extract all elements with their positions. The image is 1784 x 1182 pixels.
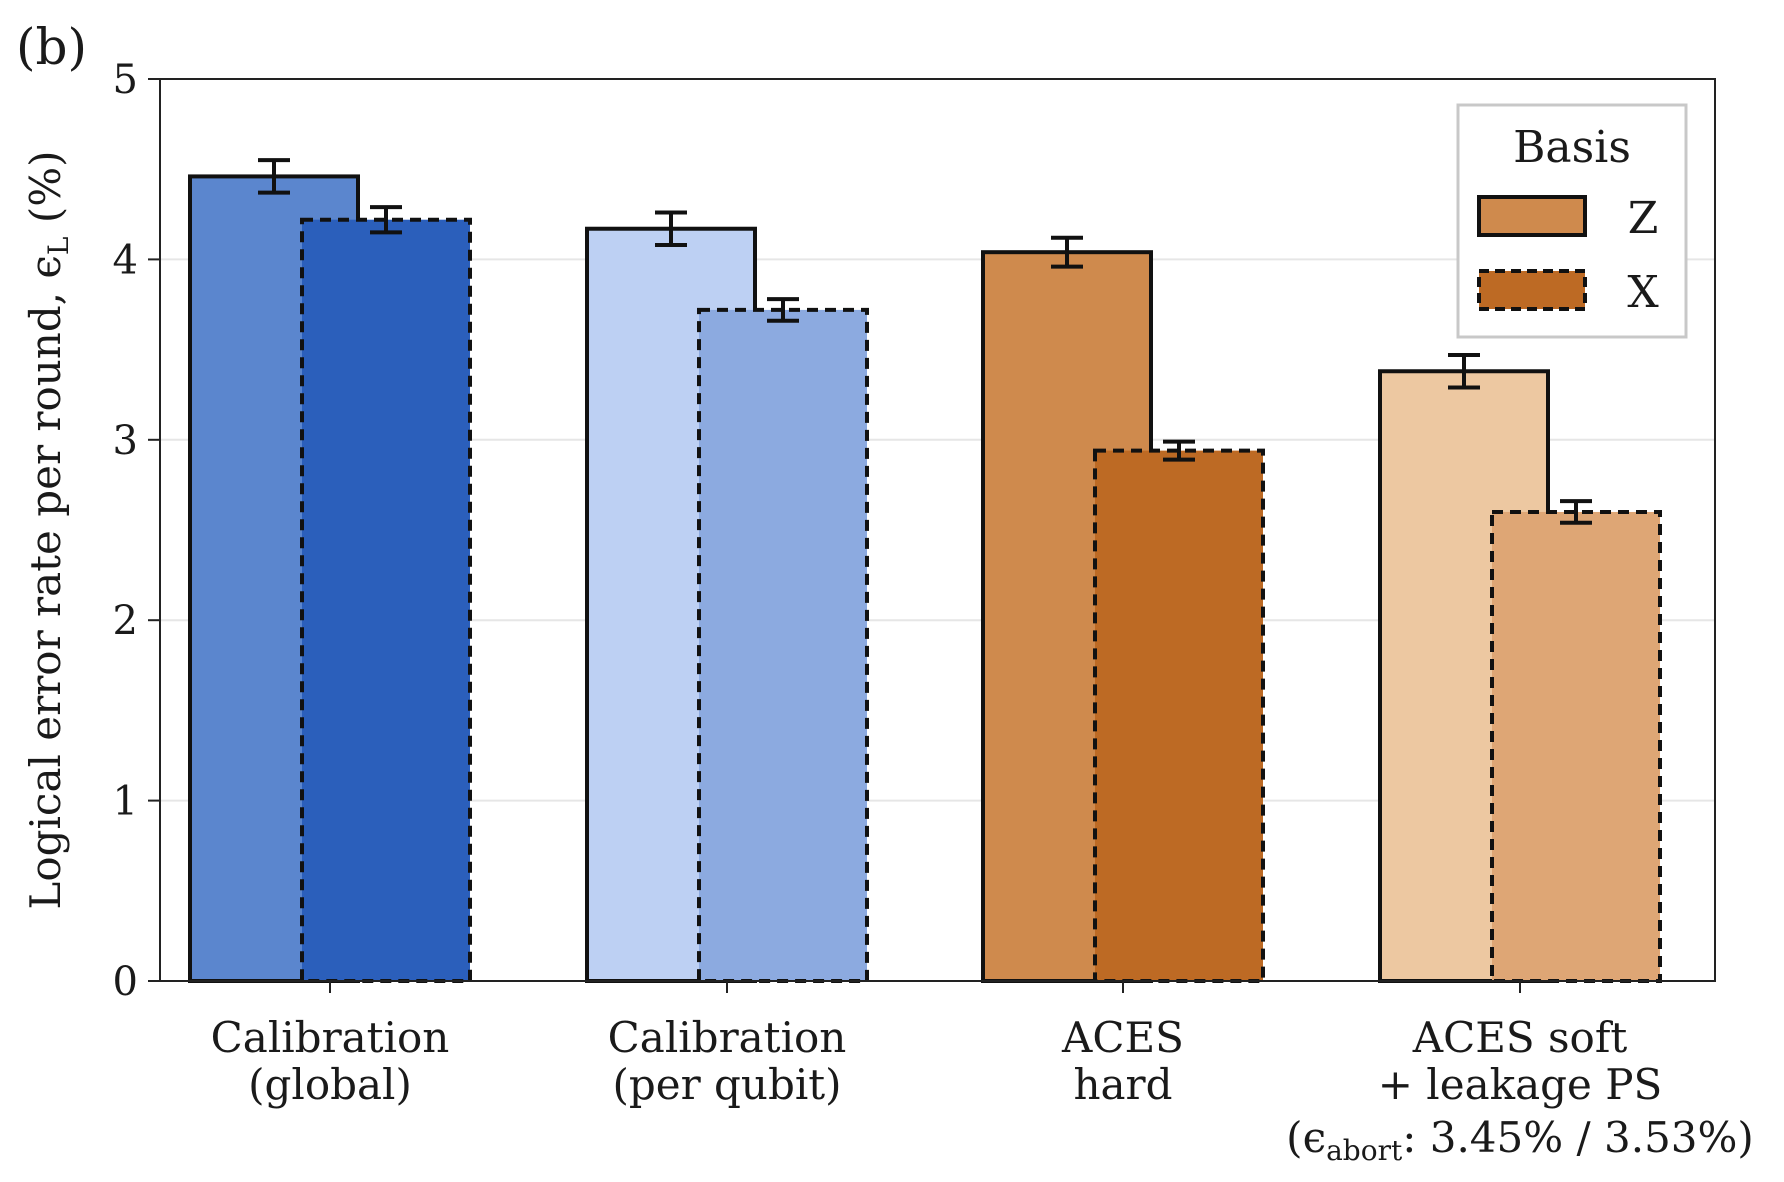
x-tick-label: (global) xyxy=(248,1060,412,1109)
error-bar xyxy=(767,297,799,323)
x-tick-label: ACES xyxy=(1061,1013,1184,1062)
y-axis-title-main: Logical error rate per round, ϵ xyxy=(21,255,70,910)
x-tick-label: + leakage PS xyxy=(1378,1060,1662,1109)
y-axis-title: Logical error rate per round, ϵL (%) xyxy=(21,150,75,909)
x-tick-label: ACES soft xyxy=(1412,1013,1628,1062)
legend: Basis Z X xyxy=(1456,103,1688,339)
y-axis: 0 1 2 3 4 5 xyxy=(113,57,160,1005)
y-tick-label: 3 xyxy=(113,418,138,464)
bar-x xyxy=(697,307,869,983)
y-tick-label: 2 xyxy=(113,598,138,644)
error-bar xyxy=(1163,439,1195,462)
error-bar xyxy=(258,158,290,195)
bar-x xyxy=(1093,448,1265,983)
legend-title: Basis xyxy=(1513,122,1631,173)
legend-label-x: X xyxy=(1627,267,1659,318)
category-note: (ϵabort: 3.45% / 3.53%) xyxy=(1286,1113,1754,1167)
y-axis-title-unit: (%) xyxy=(21,150,70,236)
error-bar xyxy=(1560,499,1592,525)
category-note-open: ( xyxy=(1286,1113,1302,1162)
y-axis-title-sub: L xyxy=(42,236,75,255)
x-tick-label: (per qubit) xyxy=(612,1060,841,1109)
legend-label-z: Z xyxy=(1628,193,1659,244)
error-bar xyxy=(1448,353,1480,390)
y-tick-label: 5 xyxy=(113,57,138,103)
category-note-text: : 3.45% / 3.53%) xyxy=(1402,1113,1754,1162)
error-bar-group xyxy=(258,158,1592,525)
legend-swatch-x xyxy=(1477,269,1587,311)
x-tick-label: Calibration xyxy=(211,1013,450,1062)
category-note-symbol: ϵ xyxy=(1303,1113,1327,1162)
y-tick-label: 0 xyxy=(113,959,138,1005)
y-tick-label: 1 xyxy=(113,779,138,825)
category-note-sub: abort xyxy=(1326,1134,1403,1167)
error-bar xyxy=(655,210,687,247)
x-axis: Calibration(global)Calibration(per qubit… xyxy=(211,981,1662,1109)
bar-x xyxy=(1490,509,1662,983)
x-tick-label: hard xyxy=(1073,1060,1172,1109)
bar-group xyxy=(188,174,1662,984)
plot-frame xyxy=(159,78,1716,982)
panel-label: (b) xyxy=(16,18,87,76)
bar-x xyxy=(300,217,472,984)
x-tick-label: Calibration xyxy=(608,1013,847,1062)
error-bar xyxy=(370,205,402,235)
y-tick-label: 4 xyxy=(113,237,138,283)
legend-swatch-z xyxy=(1477,195,1587,237)
error-bar xyxy=(1051,235,1083,269)
